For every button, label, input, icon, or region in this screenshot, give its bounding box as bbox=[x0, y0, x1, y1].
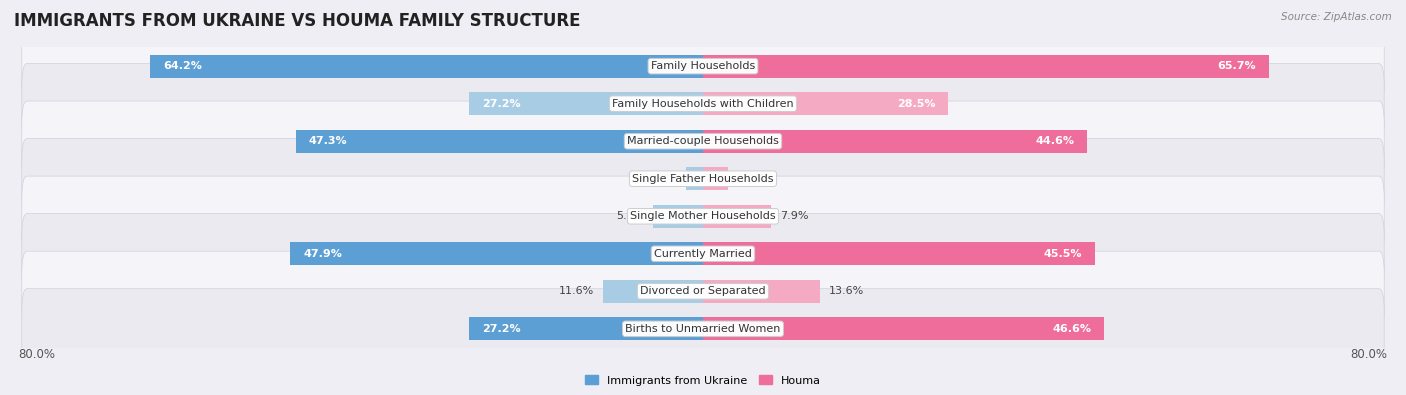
Text: 45.5%: 45.5% bbox=[1043, 249, 1083, 259]
Text: Births to Unmarried Women: Births to Unmarried Women bbox=[626, 324, 780, 334]
FancyBboxPatch shape bbox=[22, 251, 1384, 331]
Text: IMMIGRANTS FROM UKRAINE VS HOUMA FAMILY STRUCTURE: IMMIGRANTS FROM UKRAINE VS HOUMA FAMILY … bbox=[14, 12, 581, 30]
Text: Source: ZipAtlas.com: Source: ZipAtlas.com bbox=[1281, 12, 1392, 22]
FancyBboxPatch shape bbox=[22, 139, 1384, 219]
Text: 13.6%: 13.6% bbox=[828, 286, 863, 296]
Text: Married-couple Households: Married-couple Households bbox=[627, 136, 779, 146]
Bar bbox=[703, 280, 820, 303]
Text: 2.9%: 2.9% bbox=[737, 174, 765, 184]
Bar bbox=[703, 92, 949, 115]
Text: Family Households: Family Households bbox=[651, 61, 755, 71]
Text: 28.5%: 28.5% bbox=[897, 99, 935, 109]
Text: 80.0%: 80.0% bbox=[18, 348, 55, 361]
FancyBboxPatch shape bbox=[22, 101, 1384, 181]
Text: Single Mother Households: Single Mother Households bbox=[630, 211, 776, 221]
Legend: Immigrants from Ukraine, Houma: Immigrants from Ukraine, Houma bbox=[581, 371, 825, 390]
Text: 80.0%: 80.0% bbox=[1351, 348, 1388, 361]
Bar bbox=[703, 130, 1087, 153]
Text: 7.9%: 7.9% bbox=[780, 211, 808, 221]
Text: 65.7%: 65.7% bbox=[1218, 61, 1256, 71]
Bar bbox=[686, 167, 703, 190]
Bar bbox=[703, 317, 1104, 340]
Bar bbox=[295, 130, 703, 153]
FancyBboxPatch shape bbox=[22, 64, 1384, 144]
Text: 5.8%: 5.8% bbox=[616, 211, 644, 221]
FancyBboxPatch shape bbox=[22, 289, 1384, 369]
Text: 2.0%: 2.0% bbox=[648, 174, 678, 184]
Text: 46.6%: 46.6% bbox=[1052, 324, 1091, 334]
Bar bbox=[703, 167, 728, 190]
Bar bbox=[468, 317, 703, 340]
Text: Family Households with Children: Family Households with Children bbox=[612, 99, 794, 109]
Text: 44.6%: 44.6% bbox=[1035, 136, 1074, 146]
Text: Single Father Households: Single Father Households bbox=[633, 174, 773, 184]
Text: Divorced or Separated: Divorced or Separated bbox=[640, 286, 766, 296]
Text: 27.2%: 27.2% bbox=[482, 324, 520, 334]
Bar bbox=[703, 205, 770, 228]
Bar bbox=[703, 242, 1095, 265]
Text: 27.2%: 27.2% bbox=[482, 99, 520, 109]
Bar bbox=[652, 205, 703, 228]
FancyBboxPatch shape bbox=[22, 214, 1384, 294]
Text: 47.3%: 47.3% bbox=[308, 136, 347, 146]
FancyBboxPatch shape bbox=[22, 26, 1384, 106]
Text: 47.9%: 47.9% bbox=[304, 249, 342, 259]
Bar bbox=[703, 55, 1268, 78]
Bar bbox=[150, 55, 703, 78]
FancyBboxPatch shape bbox=[22, 176, 1384, 256]
Text: Currently Married: Currently Married bbox=[654, 249, 752, 259]
Bar bbox=[468, 92, 703, 115]
Text: 64.2%: 64.2% bbox=[163, 61, 202, 71]
Bar bbox=[291, 242, 703, 265]
Text: 11.6%: 11.6% bbox=[560, 286, 595, 296]
Bar bbox=[603, 280, 703, 303]
